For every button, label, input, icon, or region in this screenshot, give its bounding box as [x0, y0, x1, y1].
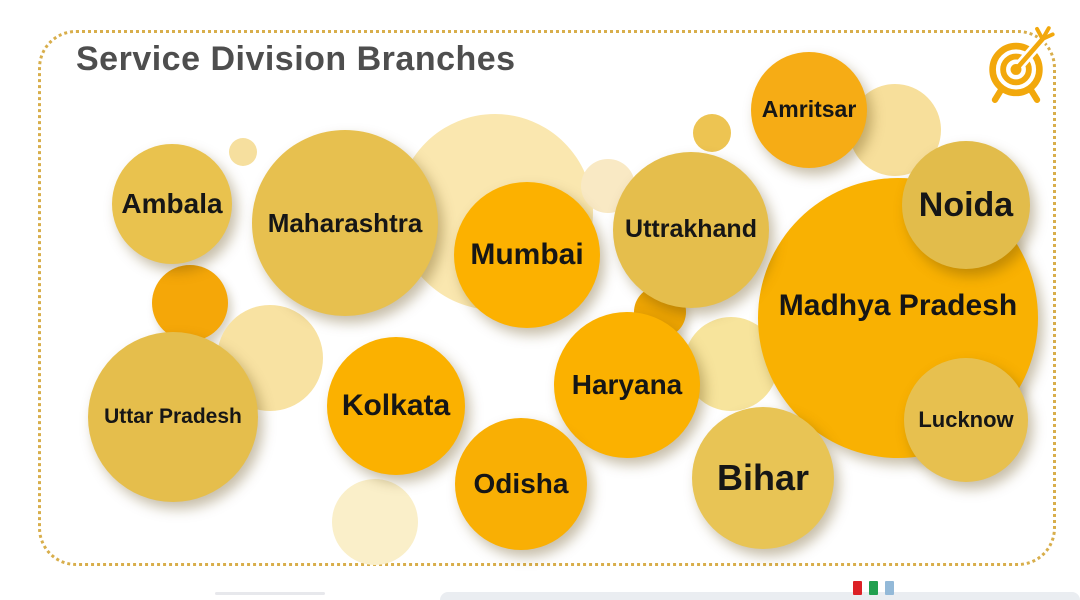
bubble-label: Uttrakhand [625, 215, 757, 244]
bubble-odisha: Odisha [455, 418, 587, 550]
bubble-label: Madhya Pradesh [778, 288, 1018, 322]
green-bar [869, 581, 878, 595]
bubble-label: Lucknow [918, 406, 1014, 432]
bubble-label: Haryana [571, 368, 683, 400]
decor-circle [152, 265, 228, 341]
bubble-label: Odisha [473, 467, 569, 499]
bubble-uttar-pradesh: Uttar Pradesh [88, 332, 258, 502]
decor-circle [229, 138, 257, 166]
bubble-label: Maharashtra [267, 207, 423, 238]
bubble-label: Kolkata [341, 388, 451, 422]
bubble-label: Noida [918, 185, 1014, 224]
bubble-label: Mumbai [470, 237, 584, 271]
bubble-label: Bihar [716, 456, 810, 498]
bubble-label: Uttar Pradesh [104, 405, 242, 429]
bubble-haryana: Haryana [554, 312, 700, 458]
bubble-noida: Noida [902, 141, 1030, 269]
red-bar [853, 581, 862, 595]
decor-circle [693, 114, 731, 152]
bubble-label: Ambala [121, 187, 223, 219]
page-title: Service Division Branches [76, 40, 516, 78]
blue-bar [885, 581, 894, 595]
bubble-amritsar: Amritsar [751, 52, 867, 168]
target-arrow-icon [989, 26, 1055, 103]
bubble-mumbai: Mumbai [454, 182, 600, 328]
bubble-uttrakhand: Uttrakhand [613, 152, 769, 308]
bubble-lucknow: Lucknow [904, 358, 1028, 482]
bubble-maharashtra: Maharashtra [252, 130, 438, 316]
bubble-ambala: Ambala [112, 144, 232, 264]
bottom-shadow-line [215, 592, 325, 595]
status-bars [853, 581, 894, 595]
decor-circle [332, 479, 418, 565]
bottom-panel [440, 592, 1080, 600]
bubble-kolkata: Kolkata [327, 337, 465, 475]
bubble-label: Amritsar [761, 96, 857, 123]
bubble-bihar: Bihar [692, 407, 834, 549]
